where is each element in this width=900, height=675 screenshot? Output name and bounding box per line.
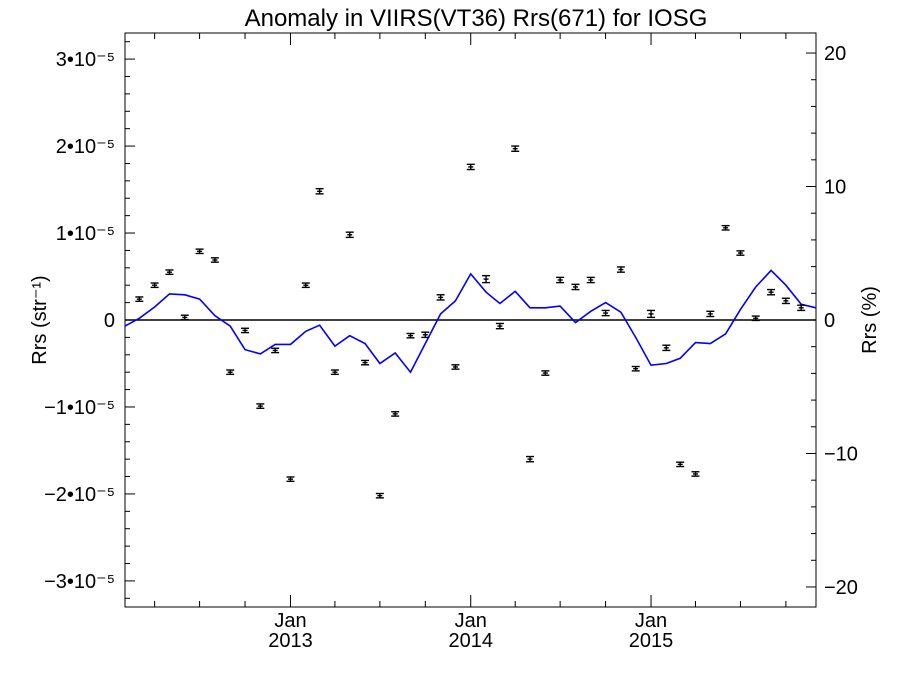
data-point	[571, 283, 580, 291]
data-point	[495, 322, 504, 330]
data-point	[226, 369, 235, 376]
data-point	[375, 492, 384, 499]
right-y-tick-label: 0	[824, 310, 835, 332]
data-points	[135, 145, 806, 499]
left-y-tick-label: −3•10⁻⁵	[44, 571, 115, 593]
data-point	[647, 309, 656, 319]
data-point	[616, 266, 625, 273]
data-point	[436, 294, 445, 301]
right-y-tick-label: 10	[824, 177, 846, 199]
data-point	[135, 296, 144, 303]
x-tick-month-label: Jan	[635, 610, 667, 632]
data-point	[345, 231, 354, 239]
data-point	[751, 315, 760, 322]
data-point	[406, 332, 415, 339]
data-point	[781, 297, 790, 305]
left-y-tick-label: 3•10⁻⁵	[56, 49, 115, 71]
plot-area: 3•10⁻⁵ 2•10⁻⁵ 1•10⁻⁵ 0 −1•10⁻⁵ −2•10⁻⁵ −3•10⁻⁵…	[44, 32, 858, 652]
data-point	[256, 403, 265, 409]
y-axis-label-right: Rrs (%)	[859, 286, 881, 354]
data-point	[482, 274, 491, 284]
data-point	[586, 276, 595, 284]
data-point	[210, 257, 219, 263]
data-point	[241, 327, 250, 334]
data-point	[421, 331, 430, 339]
x-tick-month-label: Jan	[274, 610, 306, 632]
data-point	[526, 455, 535, 463]
data-point	[165, 269, 174, 276]
data-point	[361, 359, 370, 366]
data-point	[767, 288, 776, 296]
data-point	[556, 276, 565, 284]
data-point	[511, 145, 520, 152]
data-point	[601, 309, 610, 317]
data-point	[451, 364, 460, 370]
data-point	[466, 163, 475, 171]
left-y-tick-label: 0	[104, 310, 115, 332]
x-tick-year-label: 2014	[448, 630, 493, 652]
data-point	[736, 250, 745, 256]
data-point	[315, 187, 324, 195]
right-y-tick-label: 20	[824, 43, 846, 65]
data-point	[180, 314, 189, 321]
data-point	[797, 304, 806, 312]
data-point	[721, 224, 730, 231]
data-point	[330, 369, 339, 376]
data-point	[676, 461, 685, 468]
data-point	[271, 347, 280, 354]
left-y-tick-label: 2•10⁻⁵	[56, 136, 115, 158]
data-point	[195, 248, 204, 255]
left-y-tick-label: −1•10⁻⁵	[44, 397, 115, 419]
right-y-axis: 20 10 0 −10 −20	[806, 43, 858, 599]
data-point	[301, 282, 310, 289]
y-axis-label-left: Rrs (str⁻¹)	[29, 275, 51, 364]
data-point	[662, 344, 671, 352]
data-point	[391, 411, 400, 417]
data-point	[691, 471, 700, 477]
left-y-axis: 3•10⁻⁵ 2•10⁻⁵ 1•10⁻⁵ 0 −1•10⁻⁵ −2•10⁻⁵ −3•10⁻⁵	[44, 41, 135, 599]
right-y-tick-label: −20	[824, 577, 858, 599]
data-point	[541, 370, 550, 376]
mean-anomaly-line	[124, 269, 817, 374]
chart-title: Anomaly in VIIRS(VT36) Rrs(671) for IOSG	[245, 5, 708, 32]
data-point	[286, 476, 295, 483]
left-y-tick-label: −2•10⁻⁵	[44, 484, 115, 506]
data-point	[706, 310, 715, 318]
x-tick-year-label: 2015	[629, 630, 674, 652]
x-tick-month-label: Jan	[455, 610, 487, 632]
data-point	[631, 365, 640, 372]
data-point	[150, 282, 159, 289]
left-y-tick-label: 1•10⁻⁵	[56, 223, 115, 245]
x-tick-year-label: 2013	[268, 630, 313, 652]
right-y-tick-label: −10	[824, 443, 858, 465]
